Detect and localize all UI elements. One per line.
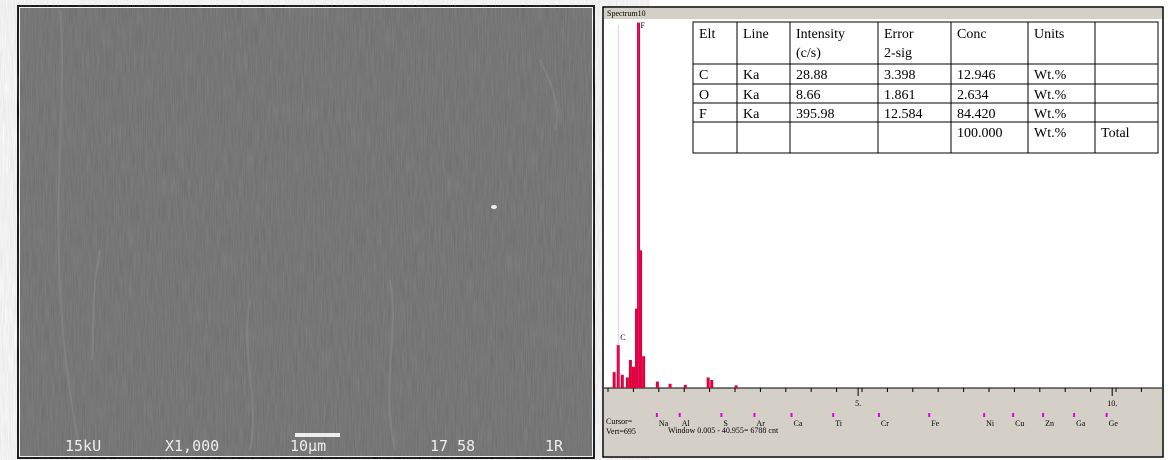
table-cell: Wt.% <box>1034 126 1067 141</box>
element-label: S <box>723 419 727 428</box>
peak <box>613 372 616 388</box>
peak <box>626 377 629 388</box>
table-cell: Ka <box>743 107 760 122</box>
header-line: 2-sig <box>884 46 912 61</box>
peak-label: C <box>620 333 625 342</box>
peak <box>621 375 624 388</box>
peak <box>639 250 642 388</box>
header-line: Error <box>884 27 914 42</box>
vert: Vert=695 <box>606 427 636 436</box>
id: 1R <box>545 437 564 455</box>
table-cell: 28.88 <box>796 68 828 83</box>
element-label: Zn <box>1045 419 1054 428</box>
element-label: Ti <box>835 419 843 428</box>
header-cell: Elt <box>699 27 715 42</box>
x-tick-label: 5. <box>855 399 861 408</box>
element-label: Na <box>659 419 669 428</box>
table-cell: 1.861 <box>884 88 916 103</box>
result-table: Elt Line Intensity (c/s) Error 2-sig Conc Units… <box>693 22 1158 153</box>
peak <box>707 377 710 388</box>
table-cell: F <box>699 107 707 122</box>
table-cell: 8.66 <box>796 88 821 103</box>
table-cell: Total <box>1101 126 1130 141</box>
peak <box>669 384 672 388</box>
table-cell: Wt.% <box>1034 88 1067 103</box>
table-cell: 12.946 <box>957 68 996 83</box>
peak-label: F <box>641 21 646 30</box>
table-cell: Wt.% <box>1034 107 1067 122</box>
cursor: Cursor= <box>606 417 633 426</box>
table-cell: Ka <box>743 68 760 83</box>
element-label: Ni <box>986 419 995 428</box>
header-cell: Line <box>743 27 769 42</box>
header-line: Intensity <box>796 27 845 42</box>
table-cell: 395.98 <box>796 107 835 122</box>
element-label: Ca <box>794 419 803 428</box>
scale: 10μm <box>290 437 326 455</box>
magnification: X1,000 <box>165 437 219 455</box>
peak <box>710 380 713 388</box>
peak <box>642 356 645 388</box>
element-label: Al <box>682 419 691 428</box>
header-cell: Units <box>1034 27 1064 42</box>
element-label: Ge <box>1109 419 1119 428</box>
table-cell: 12.584 <box>884 107 923 122</box>
header-line: (c/s) <box>796 46 821 61</box>
table-cell: O <box>699 88 709 103</box>
table-cell: Wt.% <box>1034 68 1067 83</box>
element-label: Fe <box>931 419 939 428</box>
table-cell: 100.000 <box>957 126 1003 141</box>
peak <box>656 382 659 388</box>
sem-texture <box>20 8 592 456</box>
table-cell: C <box>699 68 708 83</box>
table-cell: 3.398 <box>884 68 916 83</box>
spectrum-title: Spectrum10 <box>607 9 646 18</box>
element-label: Cu <box>1015 419 1024 428</box>
header-cell: Conc <box>957 27 987 42</box>
element-label: Cr <box>881 419 889 428</box>
peak <box>684 385 687 388</box>
table-cell: Ka <box>743 88 760 103</box>
spectrum-titlebar <box>604 8 1162 19</box>
peak <box>632 367 635 388</box>
figure: 15kU X1,000 10μm 17 58 1R Spectrum10 Cur… <box>0 0 1172 460</box>
table-cell: 84.420 <box>957 107 996 122</box>
page: 15kU X1,000 10μm 17 58 1R Spectrum10 Cur… <box>0 0 1172 460</box>
voltage: 15kU <box>65 437 101 455</box>
peak <box>735 385 738 388</box>
peak <box>629 360 632 388</box>
table-cell: 2.634 <box>957 88 989 103</box>
x-tick-label: 10. <box>1107 399 1117 408</box>
code: 17 58 <box>430 437 475 455</box>
element-label: Ga <box>1076 419 1086 428</box>
sem-particle <box>491 205 497 209</box>
element-label: Ar <box>756 419 765 428</box>
